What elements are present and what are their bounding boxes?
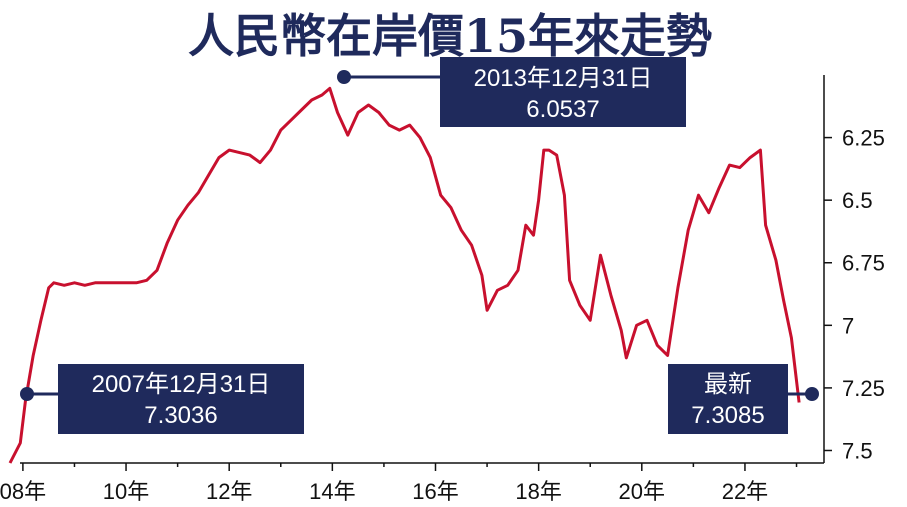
x-tick-label: 22年 (722, 479, 768, 504)
callout-latest-label: 最新 (704, 371, 752, 398)
y-axis-ticks: 6.25 6.5 6.75 7 7.25 7.5 (824, 126, 885, 463)
callout-2013-value: 6.0537 (526, 96, 599, 123)
callout-2007-value: 7.3036 (144, 402, 217, 429)
callout-2013-date: 2013年12月31日 (474, 65, 653, 92)
chart-title: 人民幣在岸價15年來走勢 (188, 9, 712, 63)
x-tick-label: 14年 (309, 479, 355, 504)
y-tick-label: 6.5 (842, 188, 873, 213)
callout-latest-box (668, 364, 788, 434)
x-axis-ticks: 08年 10年 12年 14年 16年 18年 20年 22年 (0, 463, 798, 504)
callout-2007-box (58, 364, 304, 434)
callout-2007-date: 2007年12月31日 (92, 371, 271, 398)
y-tick-label: 6.75 (842, 251, 885, 276)
callout-2013: 2013年12月31日 6.0537 (337, 57, 686, 127)
y-tick-label: 7.5 (842, 438, 873, 463)
x-tick-label: 20年 (619, 479, 665, 504)
callout-2007-marker (20, 387, 34, 401)
y-tick-label: 6.25 (842, 126, 885, 151)
x-tick-label: 16年 (412, 479, 458, 504)
series-line (8, 86, 801, 464)
x-tick-label: 12年 (206, 479, 252, 504)
callout-latest-marker (805, 387, 819, 401)
callout-latest-value: 7.3085 (691, 402, 764, 429)
x-tick-label: 18年 (515, 479, 561, 504)
y-tick-label: 7.25 (842, 376, 885, 401)
x-tick-label: 08年 (0, 479, 46, 504)
callout-2013-marker (337, 70, 351, 84)
x-tick-label: 10年 (103, 479, 149, 504)
callout-2007: 2007年12月31日 7.3036 (20, 364, 304, 434)
callout-2013-box (440, 57, 686, 127)
y-tick-label: 7 (842, 313, 854, 338)
callout-latest: 最新 7.3085 (668, 364, 819, 434)
